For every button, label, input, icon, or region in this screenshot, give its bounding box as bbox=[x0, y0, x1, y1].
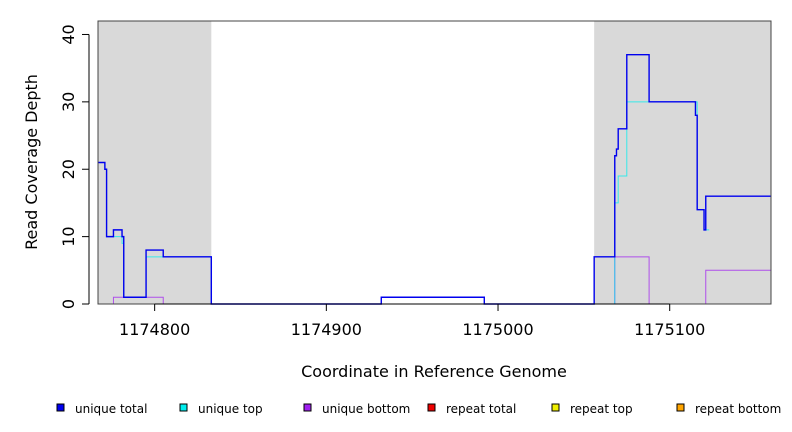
y-tick-label: 10 bbox=[59, 226, 78, 246]
y-tick-label: 20 bbox=[59, 159, 78, 179]
legend-label: unique total bbox=[75, 402, 147, 416]
legend-swatch bbox=[427, 403, 436, 412]
legend: unique total unique top unique bottom repea… bbox=[56, 402, 781, 416]
x-tick-label: 1175000 bbox=[462, 320, 533, 339]
legend-swatch bbox=[676, 403, 685, 412]
x-axis-title: Coordinate in Reference Genome bbox=[301, 362, 567, 381]
x-tick-label: 1174800 bbox=[119, 320, 190, 339]
x-tick-label: 1175100 bbox=[634, 320, 705, 339]
legend-label: unique bottom bbox=[322, 402, 410, 416]
y-axis-title: Read Coverage Depth bbox=[22, 74, 41, 250]
legend-label: repeat total bbox=[446, 402, 516, 416]
legend-label: repeat bottom bbox=[695, 402, 781, 416]
legend-swatch bbox=[179, 403, 188, 412]
shaded-region bbox=[594, 21, 771, 304]
legend-swatch bbox=[56, 403, 65, 412]
y-tick-label: 0 bbox=[59, 299, 78, 309]
legend-swatch bbox=[551, 403, 560, 412]
axes: 1174800 1174900 1175000 1175100 0 10 20 30 40 bbox=[59, 24, 705, 339]
legend-swatch bbox=[303, 403, 312, 412]
shaded-regions bbox=[98, 21, 771, 304]
x-tick-label: 1174900 bbox=[291, 320, 362, 339]
y-tick-label: 40 bbox=[59, 24, 78, 44]
legend-label: unique top bbox=[198, 402, 263, 416]
y-tick-label: 30 bbox=[59, 92, 78, 112]
legend-label: repeat top bbox=[570, 402, 633, 416]
shaded-region bbox=[98, 21, 212, 304]
